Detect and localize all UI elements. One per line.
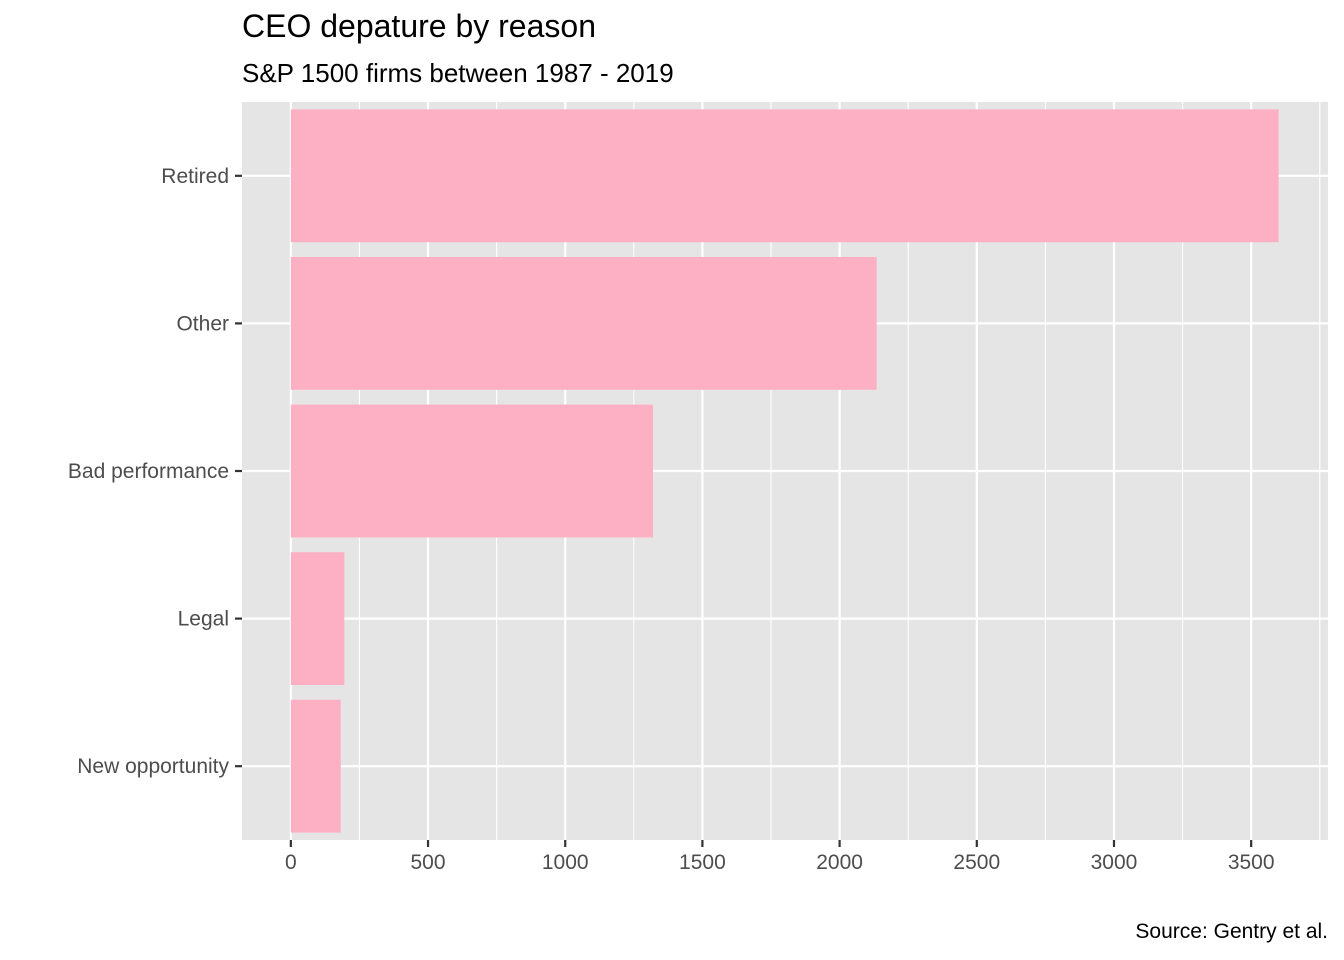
- bar-legal: [290, 552, 345, 686]
- y-tick-label: Legal: [178, 608, 229, 631]
- chart-caption: Source: Gentry et al.: [1135, 920, 1328, 943]
- x-tick-label: 2000: [816, 851, 863, 874]
- x-tick-label: 1000: [542, 851, 589, 874]
- x-tick-label: 3500: [1228, 851, 1275, 874]
- bar-new-opportunity: [290, 699, 341, 833]
- bar-bad-performance: [290, 404, 654, 538]
- y-tick-label: Bad performance: [68, 460, 229, 483]
- chart-title: CEO depature by reason: [242, 8, 596, 44]
- y-tick-label: New opportunity: [77, 755, 229, 778]
- chart-subtitle: S&P 1500 firms between 1987 - 2019: [242, 58, 674, 88]
- y-tick-label: Other: [176, 312, 229, 335]
- x-tick-label: 3000: [1091, 851, 1138, 874]
- x-tick-label: 0: [285, 851, 297, 874]
- x-tick-label: 500: [411, 851, 446, 874]
- bar-other: [290, 256, 877, 390]
- x-tick-label: 1500: [679, 851, 726, 874]
- x-tick-label: 2500: [953, 851, 1000, 874]
- y-tick-label: Retired: [161, 165, 229, 188]
- bar-retired: [290, 109, 1279, 243]
